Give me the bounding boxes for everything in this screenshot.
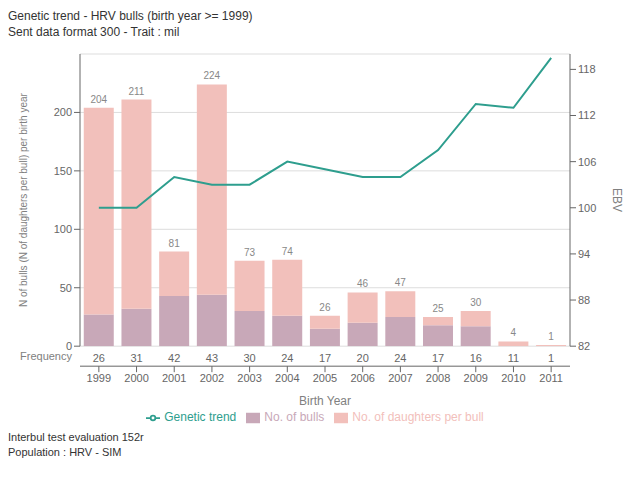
svg-text:2004: 2004 [275, 372, 299, 384]
svg-text:11: 11 [508, 352, 519, 364]
html-text:Genetic trend - HRV bulls (bir: Genetic trend - HRV bulls (birth year >=… [8, 9, 253, 23]
svg-text:82: 82 [578, 340, 590, 352]
svg-text:30: 30 [470, 297, 482, 308]
svg-text:150: 150 [54, 165, 72, 177]
html-text:Interbul test evaluation 152r: Interbul test evaluation 152r [8, 431, 144, 443]
html-text:Sent data format 300 - Trait :: Sent data format 300 - Trait : mil [8, 25, 180, 39]
svg-text:50: 50 [60, 282, 72, 294]
html-text:Genetic trend: Genetic trend [164, 410, 237, 425]
svg-text:112: 112 [578, 109, 596, 121]
svg-text:24: 24 [394, 352, 406, 364]
svg-text:2006: 2006 [350, 372, 374, 384]
svg-text:73: 73 [244, 247, 256, 258]
svg-text:2000: 2000 [124, 372, 148, 384]
svg-text:74: 74 [282, 246, 294, 257]
svg-text:2001: 2001 [162, 372, 186, 384]
svg-text:42: 42 [168, 352, 180, 364]
svg-text:100: 100 [54, 223, 72, 235]
svg-text:Birth Year: Birth Year [299, 394, 351, 408]
svg-text:26: 26 [93, 352, 105, 364]
html-text:No. of bulls: No. of bulls [264, 410, 325, 425]
svg-text:100: 100 [578, 202, 596, 214]
svg-text:46: 46 [357, 278, 369, 289]
svg-text:224: 224 [204, 70, 221, 81]
svg-text:17: 17 [432, 352, 444, 364]
svg-text:106: 106 [578, 156, 596, 168]
svg-text:16: 16 [470, 352, 482, 364]
svg-text:2003: 2003 [237, 372, 261, 384]
svg-text:30: 30 [243, 352, 255, 364]
svg-text:4: 4 [511, 327, 517, 338]
svg-text:26: 26 [319, 302, 331, 313]
svg-text:94: 94 [578, 248, 590, 260]
svg-text:1: 1 [548, 352, 554, 364]
svg-text:2008: 2008 [426, 372, 450, 384]
svg-text:2005: 2005 [313, 372, 337, 384]
svg-text:Frequency: Frequency [20, 350, 72, 362]
svg-text:24: 24 [281, 352, 293, 364]
svg-text:2007: 2007 [388, 372, 412, 384]
svg-text:81: 81 [169, 238, 181, 249]
svg-text:31: 31 [130, 352, 142, 364]
html-text:Population : HRV - SIM: Population : HRV - SIM [8, 446, 122, 458]
svg-text:2010: 2010 [501, 372, 525, 384]
svg-text:43: 43 [206, 352, 218, 364]
svg-text:211: 211 [128, 86, 144, 97]
svg-text:EBV: EBV [610, 188, 624, 212]
svg-text:204: 204 [90, 94, 107, 105]
svg-text:2002: 2002 [200, 372, 224, 384]
html-text:No. of daughters per bull: No. of daughters per bull [352, 410, 484, 425]
svg-text:118: 118 [578, 63, 596, 75]
svg-text:2009: 2009 [464, 372, 488, 384]
svg-text:20: 20 [357, 352, 369, 364]
svg-text:1: 1 [548, 331, 554, 342]
svg-text:200: 200 [54, 106, 72, 118]
svg-text:17: 17 [319, 352, 331, 364]
svg-text:88: 88 [578, 294, 590, 306]
svg-text:0: 0 [66, 340, 72, 352]
svg-text:N of bulls (N of daughters per: N of bulls (N of daughters per bull) per… [18, 92, 29, 307]
svg-text:25: 25 [432, 303, 444, 314]
svg-text:1999: 1999 [87, 372, 111, 384]
svg-text:47: 47 [395, 277, 407, 288]
svg-text:2011: 2011 [539, 372, 563, 384]
